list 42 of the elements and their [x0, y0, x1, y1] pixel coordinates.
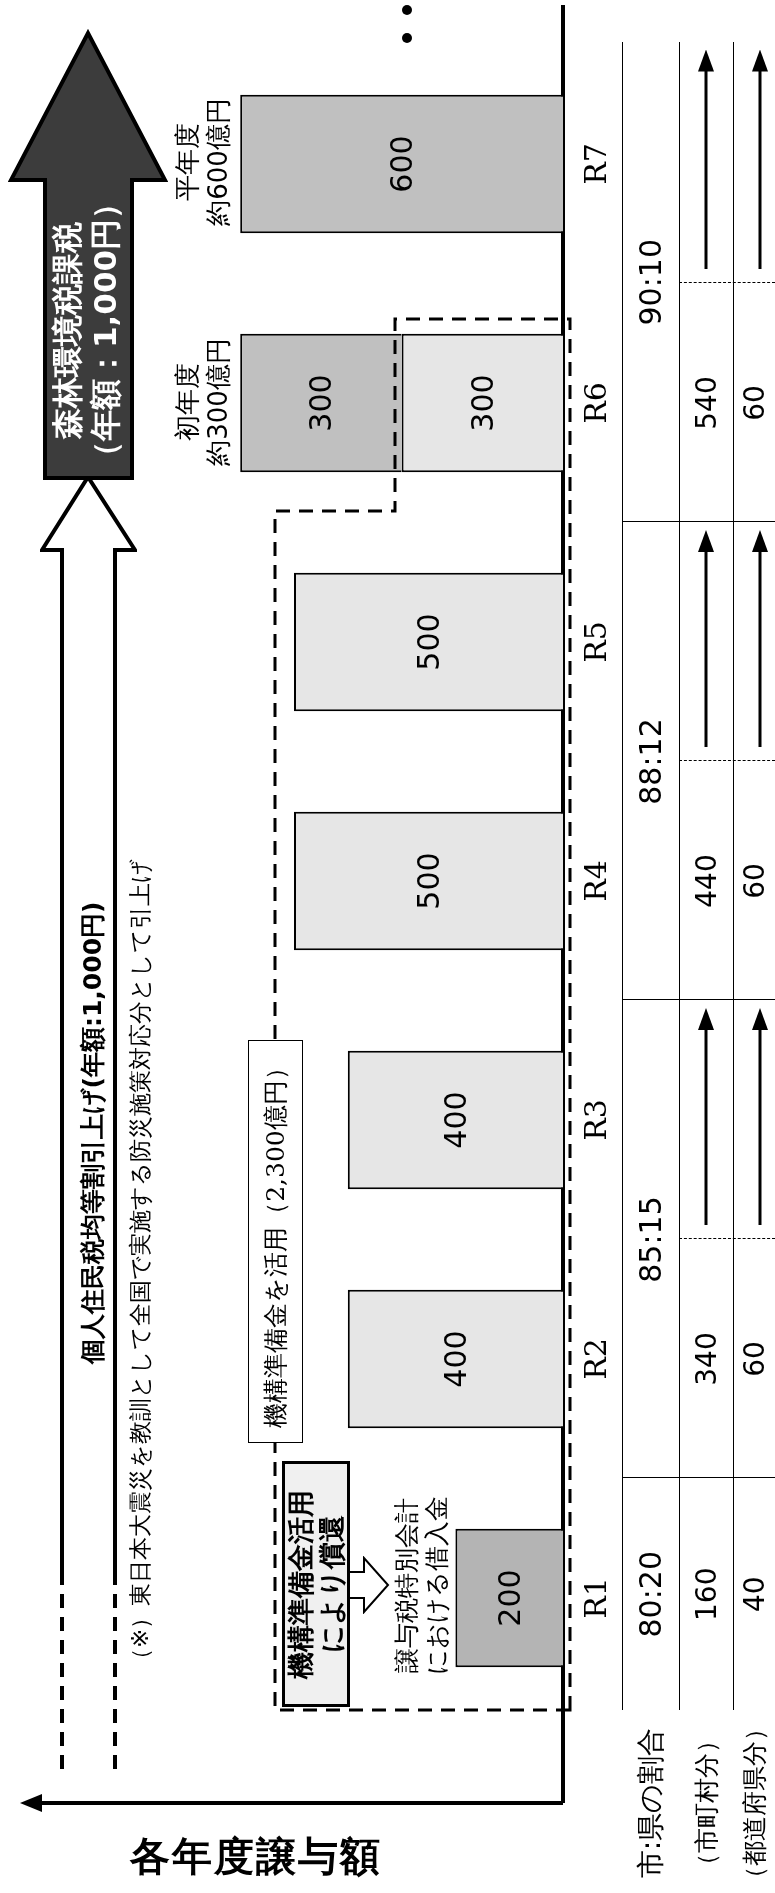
text: 440: [689, 854, 723, 908]
text: 340: [689, 1332, 723, 1386]
text: 60: [737, 385, 771, 421]
annotation: 機構準備金を活用（2,300億円）: [260, 1055, 291, 1428]
y-tick-label: R1: [577, 1577, 613, 1619]
data-label: 300: [464, 373, 501, 434]
y-tick-label: R5: [577, 621, 613, 663]
y-tick-label: R7: [577, 143, 613, 185]
text: 88:12: [633, 718, 668, 805]
y-axis-title: 各年度譲与額: [130, 1831, 382, 1881]
text: 60: [737, 863, 771, 899]
text: （都道府県分）: [738, 1715, 770, 1891]
text: （年額：1,000円）: [87, 187, 123, 473]
annotation: 機構準備金活用により償還: [285, 1489, 347, 1679]
text: （※）東日本大震災を教訓として全国で実施する防災施策対応分として引上げ: [125, 858, 154, 1671]
y-tick-label: R4: [577, 860, 613, 902]
text: 森林環境税課税: [49, 221, 85, 439]
annotation: 譲与税特別会計における借入金: [392, 1496, 451, 1675]
data-label: 200: [491, 1568, 528, 1629]
y-tick-label: R3: [577, 1099, 613, 1141]
text: 60: [737, 1341, 771, 1377]
text: 540: [689, 376, 723, 430]
data-label: 300: [302, 373, 339, 434]
data-label: 400: [437, 1329, 474, 1390]
text: （市町村分）: [690, 1728, 722, 1878]
text: 80:20: [633, 1551, 668, 1638]
data-label: 500: [410, 851, 447, 912]
text: 初年度: [172, 363, 202, 441]
text: 約600億円: [203, 98, 233, 226]
text: 85:15: [633, 1196, 668, 1283]
text: 160: [689, 1567, 723, 1621]
text: 約300億円: [203, 338, 233, 466]
text: 40: [737, 1576, 771, 1613]
data-label: 500: [410, 612, 447, 673]
text: 90:10: [633, 239, 668, 326]
y-tick-label: R2: [577, 1338, 613, 1380]
y-tick-label: R6: [577, 382, 613, 424]
text: 個人住民税均等割引上げ(年額:1,000円): [76, 901, 108, 1365]
text: 市:県の割合: [632, 1727, 668, 1879]
data-label: 600: [383, 134, 420, 195]
data-label: 400: [437, 1090, 474, 1151]
text: 平年度: [172, 123, 202, 201]
